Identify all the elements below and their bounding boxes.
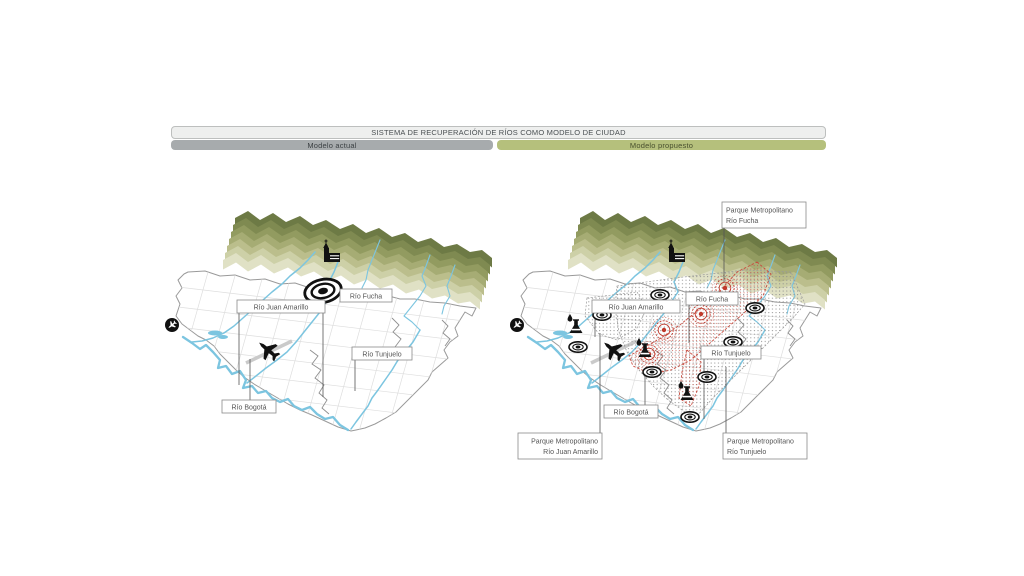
- tab-modelo-propuesto-label: Modelo propuesto: [629, 140, 694, 150]
- tab-modelo-propuesto: Modelo propuesto: [497, 140, 826, 150]
- tab-modelo-actual: Modelo actual: [171, 140, 493, 150]
- whirlpool-target-icon: [303, 277, 343, 305]
- label-text: Parque Metropolitano: [726, 208, 793, 215]
- label-rio-juan-amarillo: Río Juan Amarillo: [591, 299, 681, 314]
- label-text: Río Tunjuelo: [727, 449, 766, 456]
- label-text: Parque Metropolitano: [727, 439, 794, 446]
- label-text: Río Juan Amarillo: [543, 449, 598, 456]
- page-title-text: SISTEMA DE RECUPERACIÓN DE RÍOS COMO MOD…: [371, 128, 626, 137]
- label-rio-bogota: Río Bogotá: [603, 404, 659, 419]
- label-text: Río Bogotá: [231, 405, 266, 412]
- label-text: Río Tunjuelo: [362, 352, 401, 359]
- river-recovery-corridors: [628, 261, 772, 407]
- page-title: SISTEMA DE RECUPERACIÓN DE RÍOS COMO MOD…: [171, 126, 826, 139]
- label-rio-fucha: Río Fucha: [339, 288, 393, 303]
- label-text: Río Fucha: [696, 297, 728, 304]
- label-parque-rio-tunjuelo: Parque Metropolitano Río Tunjuelo: [722, 432, 808, 460]
- label-rio-bogota: Río Bogotá: [221, 399, 277, 414]
- label-rio-tunjuelo: Río Tunjuelo: [351, 346, 413, 361]
- map-modelo-propuesto: Río Juan Amarillo Río Fucha Río Tunjuelo…: [505, 201, 850, 460]
- label-text: Río Bogotá: [613, 410, 648, 417]
- label-text: Río Fucha: [726, 218, 758, 225]
- map-modelo-actual: Río Juan Amarillo Río Fucha Río Tunjuelo…: [160, 200, 505, 480]
- label-rio-fucha: Río Fucha: [685, 291, 739, 306]
- label-parque-rio-fucha: Parque Metropolitano Río Fucha: [721, 201, 807, 229]
- label-parque-rio-juan-amarillo: Parque Metropolitano Río Juan Amarillo: [517, 432, 603, 460]
- label-rio-juan-amarillo: Río Juan Amarillo: [236, 299, 326, 314]
- label-text: Parque Metropolitano: [531, 439, 598, 446]
- label-text: Río Juan Amarillo: [609, 305, 664, 312]
- label-text: Río Juan Amarillo: [254, 305, 309, 312]
- label-text: Río Tunjuelo: [711, 351, 750, 358]
- label-rio-tunjuelo: Río Tunjuelo: [700, 345, 762, 360]
- tab-modelo-actual-label: Modelo actual: [307, 140, 357, 150]
- label-text: Río Fucha: [350, 294, 382, 301]
